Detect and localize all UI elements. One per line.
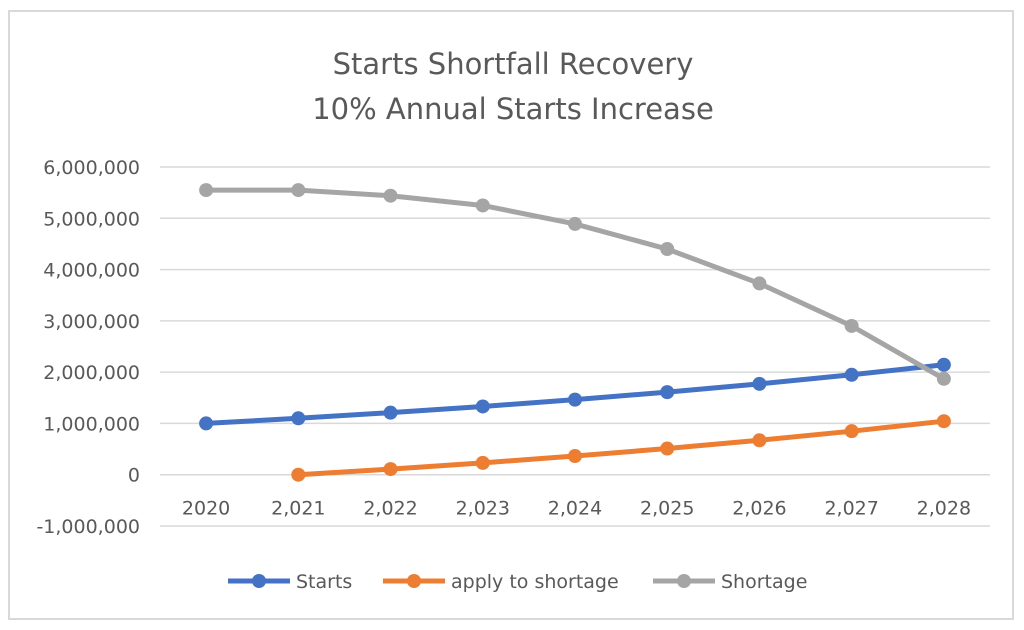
data-point [936,357,951,372]
data-point [199,416,214,431]
line-chart: Starts Shortfall Recovery 10% Annual Sta… [36,47,990,593]
series-line [295,418,947,478]
data-point [383,462,398,477]
y-tick-label: -1,000,000 [36,516,140,538]
data-point [475,198,490,213]
legend-item: Starts [228,571,352,593]
data-point [844,367,859,382]
x-tick-label: 2,022 [363,498,417,520]
series-lines [199,183,951,482]
data-point [475,455,490,470]
data-point [291,467,306,482]
chart-subtitle: 10% Annual Starts Increase [312,92,714,126]
data-point [383,405,398,420]
data-point [568,449,582,464]
y-tick-label: 3,000,000 [43,311,140,333]
x-tick-label: 2020 [182,498,230,520]
data-point [199,183,214,198]
data-point [752,276,767,291]
y-tick-label: 0 [128,465,140,487]
y-tick-label: 5,000,000 [43,208,140,230]
data-point [660,242,675,257]
chart-title: Starts Shortfall Recovery [333,47,694,81]
legend-label: apply to shortage [451,571,619,593]
legend-item: Shortage [653,571,807,593]
y-axis-ticks: 6,000,000 5,000,000 4,000,000 3,000,000 2,00… [36,157,140,538]
y-tick-label: 1,000,000 [43,413,140,435]
x-axis-ticks: 2020 2,021 2,022 2,023 2,024 2,025 2,026 2,027 2… [182,498,971,520]
legend-item: apply to shortage [383,571,619,593]
x-tick-label: 2,025 [640,498,694,520]
x-tick-label: 2,027 [824,498,878,520]
legend-label: Starts [296,571,352,593]
y-tick-label: 6,000,000 [43,157,140,179]
data-point [844,424,859,439]
data-point [660,441,675,456]
x-tick-label: 2,026 [732,498,786,520]
data-point [752,433,767,448]
data-point [844,318,859,333]
legend: Starts apply to shortage Shortage [228,571,807,593]
data-point [568,216,582,231]
x-tick-label: 2,021 [271,498,325,520]
legend-swatch-marker [677,574,691,588]
data-point [568,392,582,407]
series-starts [199,357,951,431]
legend-swatch-marker [407,574,421,588]
x-tick-label: 2,023 [456,498,510,520]
data-point [291,411,306,426]
y-tick-label: 2,000,000 [43,362,140,384]
x-tick-label: 2,028 [917,498,971,520]
y-tick-label: 4,000,000 [43,260,140,282]
series-apply-to-shortage [291,414,951,482]
legend-label: Shortage [721,571,807,593]
data-point [475,399,490,414]
data-point [936,371,951,386]
data-point [936,414,951,429]
data-point [291,183,306,198]
legend-swatch-marker [252,574,266,588]
x-tick-label: 2,024 [548,498,602,520]
data-point [383,188,398,203]
chart-frame: Starts Shortfall Recovery 10% Annual Sta… [8,10,1014,620]
data-point [660,385,675,400]
series-shortage [199,183,951,386]
data-point [752,376,767,391]
